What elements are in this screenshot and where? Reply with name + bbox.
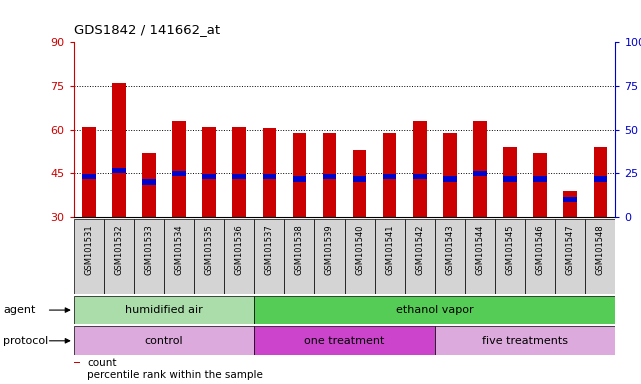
Text: GSM101542: GSM101542 xyxy=(415,224,424,275)
Bar xyxy=(82,174,96,179)
Bar xyxy=(233,127,246,217)
Bar xyxy=(435,326,615,355)
Bar xyxy=(555,219,585,294)
Text: GSM101531: GSM101531 xyxy=(84,224,93,275)
Bar xyxy=(495,219,525,294)
Bar xyxy=(322,132,337,217)
Bar xyxy=(473,121,487,217)
Text: GSM101536: GSM101536 xyxy=(235,224,244,275)
Bar xyxy=(435,219,465,294)
Bar xyxy=(413,174,426,179)
Bar xyxy=(203,174,216,179)
Bar xyxy=(74,296,254,324)
Bar xyxy=(383,174,396,179)
Bar xyxy=(74,219,104,294)
Text: GSM101543: GSM101543 xyxy=(445,224,454,275)
Bar xyxy=(525,219,555,294)
Text: GSM101544: GSM101544 xyxy=(476,224,485,275)
Bar xyxy=(104,219,134,294)
Bar xyxy=(345,219,374,294)
Text: GSM101548: GSM101548 xyxy=(596,224,605,275)
Text: GDS1842 / 141662_at: GDS1842 / 141662_at xyxy=(74,23,220,36)
Text: count: count xyxy=(87,358,117,367)
Bar xyxy=(254,326,435,355)
Bar xyxy=(443,177,456,182)
Text: GSM101532: GSM101532 xyxy=(114,224,123,275)
Text: GSM101538: GSM101538 xyxy=(295,224,304,275)
Bar xyxy=(254,219,285,294)
Bar xyxy=(594,147,607,217)
Text: GSM101539: GSM101539 xyxy=(325,224,334,275)
Bar xyxy=(254,296,615,324)
Bar xyxy=(263,174,276,179)
Bar xyxy=(172,121,186,217)
Bar xyxy=(533,153,547,217)
Bar xyxy=(164,219,194,294)
Text: GSM101547: GSM101547 xyxy=(566,224,575,275)
Text: GSM101534: GSM101534 xyxy=(174,224,183,275)
Bar xyxy=(82,127,96,217)
Bar xyxy=(465,219,495,294)
Bar xyxy=(374,219,404,294)
Bar xyxy=(413,121,426,217)
Bar xyxy=(563,197,577,202)
Text: five treatments: five treatments xyxy=(482,336,568,346)
Bar xyxy=(293,177,306,182)
Text: GSM101541: GSM101541 xyxy=(385,224,394,275)
Text: GSM101545: GSM101545 xyxy=(506,224,515,275)
Text: agent: agent xyxy=(3,305,36,315)
Text: GSM101533: GSM101533 xyxy=(144,224,153,275)
Bar xyxy=(134,219,164,294)
Bar xyxy=(563,191,577,217)
Bar xyxy=(194,219,224,294)
Bar xyxy=(74,362,79,363)
Bar xyxy=(322,174,337,179)
Bar xyxy=(594,177,607,182)
Bar xyxy=(172,170,186,176)
Text: ethanol vapor: ethanol vapor xyxy=(396,305,474,315)
Text: GSM101546: GSM101546 xyxy=(536,224,545,275)
Bar xyxy=(533,177,547,182)
Text: one treatment: one treatment xyxy=(304,336,385,346)
Bar xyxy=(443,132,456,217)
Bar xyxy=(263,128,276,217)
Text: GSM101540: GSM101540 xyxy=(355,224,364,275)
Bar xyxy=(285,219,315,294)
Text: humidified air: humidified air xyxy=(125,305,203,315)
Bar xyxy=(224,219,254,294)
Bar xyxy=(503,177,517,182)
Bar xyxy=(353,150,367,217)
Bar xyxy=(404,219,435,294)
Text: percentile rank within the sample: percentile rank within the sample xyxy=(87,370,263,380)
Text: GSM101537: GSM101537 xyxy=(265,224,274,275)
Bar xyxy=(503,147,517,217)
Text: control: control xyxy=(145,336,183,346)
Text: GSM101535: GSM101535 xyxy=(204,224,213,275)
Bar xyxy=(473,170,487,176)
Bar xyxy=(142,179,156,185)
Bar xyxy=(74,326,254,355)
Bar xyxy=(383,132,396,217)
Text: protocol: protocol xyxy=(3,336,49,346)
Bar xyxy=(233,174,246,179)
Bar xyxy=(112,83,126,217)
Bar xyxy=(112,168,126,173)
Bar xyxy=(353,177,367,182)
Bar xyxy=(585,219,615,294)
Bar xyxy=(293,132,306,217)
Bar xyxy=(203,127,216,217)
Bar xyxy=(315,219,345,294)
Bar xyxy=(142,153,156,217)
